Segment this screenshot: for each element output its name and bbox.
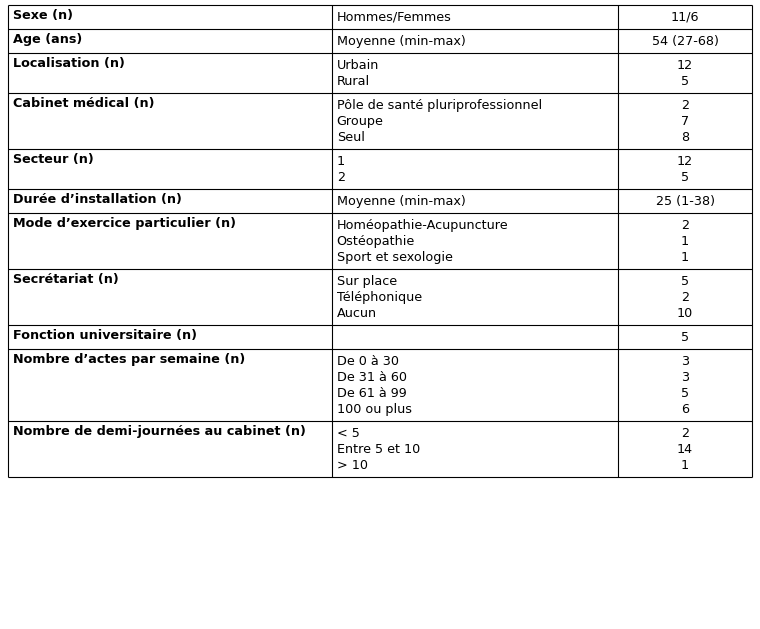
Text: 5: 5 xyxy=(681,331,689,343)
Text: 1: 1 xyxy=(337,155,345,167)
Text: < 5: < 5 xyxy=(337,426,359,440)
Text: Durée d’installation (n): Durée d’installation (n) xyxy=(13,193,182,206)
Text: Aucun: Aucun xyxy=(337,306,377,320)
Text: Sport et sexologie: Sport et sexologie xyxy=(337,250,452,264)
Text: 2: 2 xyxy=(681,291,689,304)
Text: Urbain: Urbain xyxy=(337,58,379,72)
Text: De 61 à 99: De 61 à 99 xyxy=(337,387,407,399)
Text: Localisation (n): Localisation (n) xyxy=(13,57,125,70)
Text: Moyenne (min-max): Moyenne (min-max) xyxy=(337,194,465,208)
Text: De 31 à 60: De 31 à 60 xyxy=(337,370,407,384)
Text: 2: 2 xyxy=(681,99,689,111)
Text: De 0 à 30: De 0 à 30 xyxy=(337,355,399,367)
Text: 5: 5 xyxy=(681,170,689,184)
Text: Pôle de santé pluriprofessionnel: Pôle de santé pluriprofessionnel xyxy=(337,99,542,111)
Text: Moyenne (min-max): Moyenne (min-max) xyxy=(337,35,465,48)
Text: Groupe: Groupe xyxy=(337,114,384,128)
Text: Fonction universitaire (n): Fonction universitaire (n) xyxy=(13,329,197,342)
Text: 11/6: 11/6 xyxy=(671,11,699,24)
Text: 5: 5 xyxy=(681,387,689,399)
Text: 2: 2 xyxy=(681,219,689,231)
Text: Seul: Seul xyxy=(337,131,365,143)
Text: 1: 1 xyxy=(681,250,689,264)
Text: 25 (1-38): 25 (1-38) xyxy=(656,194,714,208)
Text: Mode d’exercice particulier (n): Mode d’exercice particulier (n) xyxy=(13,217,236,230)
Text: Sexe (n): Sexe (n) xyxy=(13,9,73,22)
Text: 12: 12 xyxy=(677,155,693,167)
Text: 54 (27-68): 54 (27-68) xyxy=(651,35,718,48)
Text: 10: 10 xyxy=(677,306,693,320)
Text: Nombre de demi-journées au cabinet (n): Nombre de demi-journées au cabinet (n) xyxy=(13,425,306,438)
Text: 5: 5 xyxy=(681,75,689,87)
Text: 6: 6 xyxy=(681,403,689,416)
Text: Secrétariat (n): Secrétariat (n) xyxy=(13,273,119,286)
Text: Secteur (n): Secteur (n) xyxy=(13,153,93,166)
Text: Age (ans): Age (ans) xyxy=(13,33,82,46)
Text: Téléphonique: Téléphonique xyxy=(337,291,422,304)
Text: 1: 1 xyxy=(681,459,689,472)
Text: Homéopathie-Acupuncture: Homéopathie-Acupuncture xyxy=(337,219,508,231)
Text: 5: 5 xyxy=(681,275,689,287)
Text: 3: 3 xyxy=(681,355,689,367)
Text: 12: 12 xyxy=(677,58,693,72)
Text: 8: 8 xyxy=(681,131,689,143)
Text: Cabinet médical (n): Cabinet médical (n) xyxy=(13,97,154,110)
Text: 1: 1 xyxy=(681,235,689,248)
Text: 2: 2 xyxy=(681,426,689,440)
Text: 14: 14 xyxy=(677,443,693,455)
Text: Nombre d’actes par semaine (n): Nombre d’actes par semaine (n) xyxy=(13,353,245,366)
Text: 100 ou plus: 100 ou plus xyxy=(337,403,412,416)
Text: Hommes/Femmes: Hommes/Femmes xyxy=(337,11,451,24)
Text: Sur place: Sur place xyxy=(337,275,397,287)
Text: Ostéopathie: Ostéopathie xyxy=(337,235,415,248)
Text: > 10: > 10 xyxy=(337,459,368,472)
Text: 7: 7 xyxy=(681,114,689,128)
Text: 3: 3 xyxy=(681,370,689,384)
Text: Entre 5 et 10: Entre 5 et 10 xyxy=(337,443,420,455)
Text: 2: 2 xyxy=(337,170,344,184)
Text: Rural: Rural xyxy=(337,75,370,87)
